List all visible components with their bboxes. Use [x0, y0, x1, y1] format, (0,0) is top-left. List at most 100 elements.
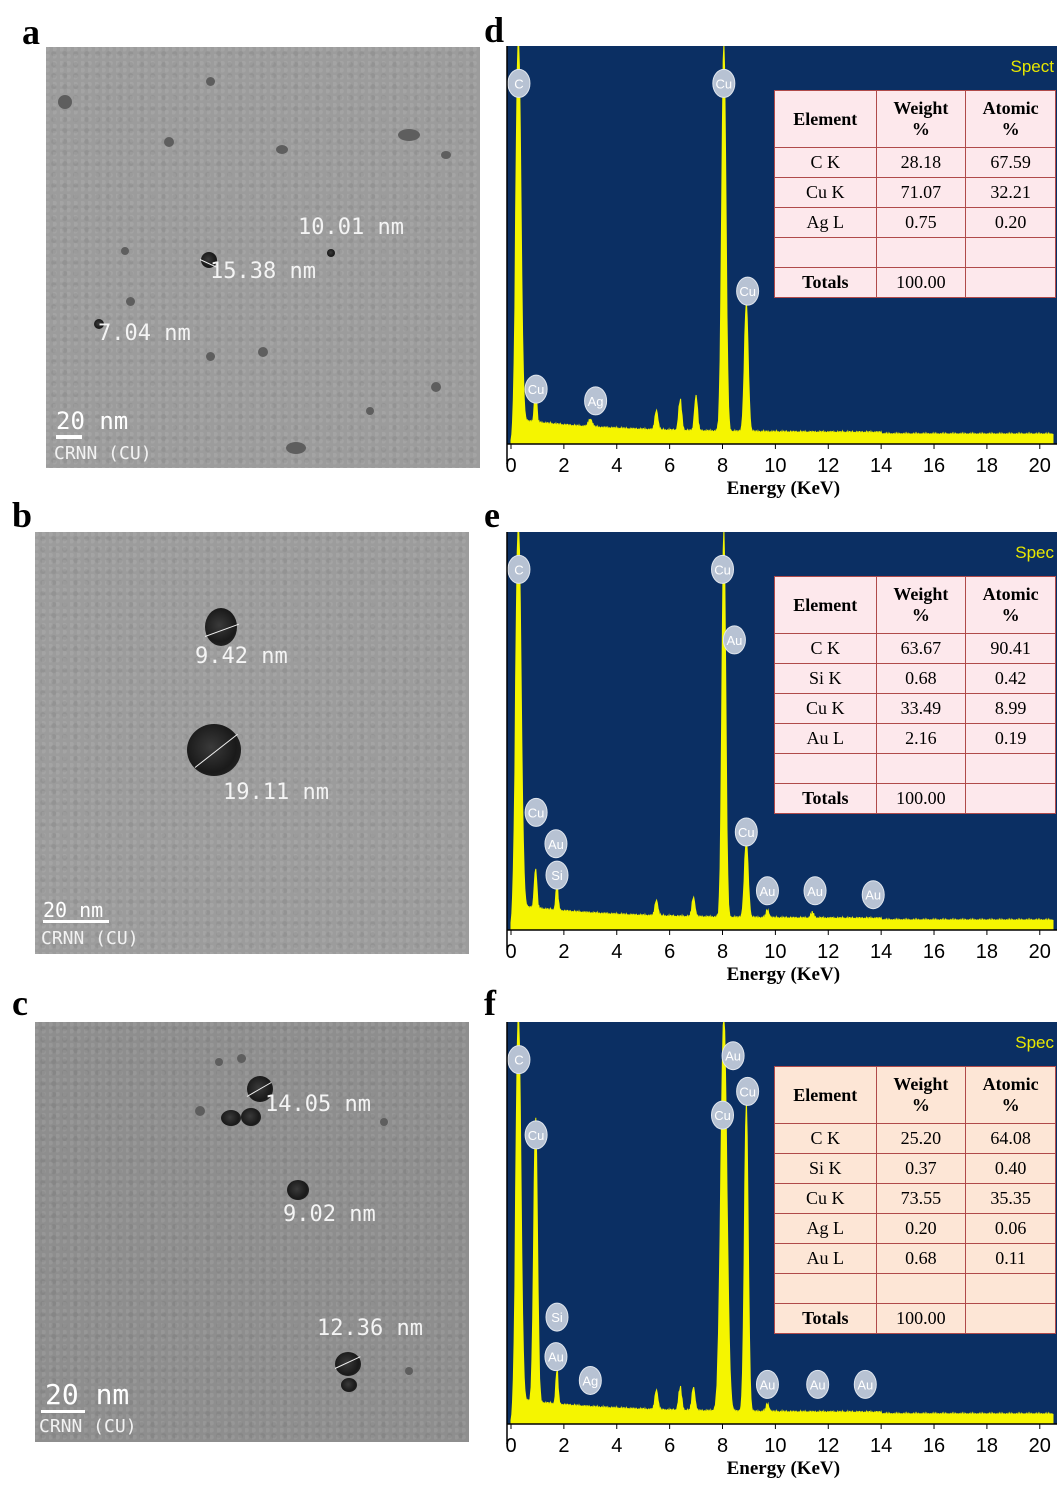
svg-text:Au: Au	[548, 837, 564, 852]
table-cell: Cu K	[774, 177, 877, 208]
particle	[126, 297, 135, 306]
nanoparticle	[241, 1108, 261, 1126]
panel-label-f: f	[484, 983, 496, 1023]
x-tick-label: 14	[870, 1435, 892, 1457]
panel-label-e: e	[484, 495, 500, 535]
x-tick-label: 18	[976, 941, 998, 963]
table-cell: C K	[774, 147, 877, 178]
table-cell	[875, 753, 967, 784]
nanoparticle	[341, 1378, 357, 1392]
table-header-cell: Weight%	[875, 576, 967, 634]
svg-text:Si: Si	[551, 1310, 563, 1325]
particle	[380, 1118, 388, 1126]
x-tick-label: 2	[558, 941, 569, 963]
element-label: Ag	[584, 386, 608, 416]
spectrum-title: Spec	[1015, 1033, 1054, 1052]
particle	[431, 382, 441, 392]
table-cell	[965, 1273, 1056, 1304]
table-row: Au L 2.16 0.19	[774, 723, 1056, 754]
particle	[58, 95, 72, 109]
svg-text:C: C	[514, 76, 523, 91]
element-label: C	[507, 68, 531, 98]
nanoparticle	[187, 724, 241, 776]
svg-text:Cu: Cu	[528, 382, 545, 397]
table-cell	[965, 753, 1056, 784]
table-cell	[774, 1273, 877, 1304]
table-cell	[965, 783, 1056, 814]
element-label: Au	[722, 625, 746, 655]
particle	[215, 1058, 223, 1066]
particle	[398, 129, 420, 141]
x-tick-label: 10	[764, 941, 786, 963]
element-label: Au	[803, 876, 827, 906]
table-cell: 64.08	[965, 1123, 1056, 1154]
x-tick-label: 12	[817, 1435, 839, 1457]
table-cell: Ag L	[774, 207, 877, 238]
element-label: Cu	[711, 1100, 735, 1130]
table-cell: 0.42	[965, 663, 1056, 694]
element-label: Au	[721, 1041, 745, 1071]
element-label: Cu	[734, 817, 758, 847]
svg-text:Au: Au	[548, 1350, 564, 1365]
panel-label-a: a	[22, 12, 40, 52]
x-tick-label: 12	[817, 941, 839, 963]
panel-label-b: b	[12, 495, 33, 535]
element-label: Ag	[578, 1365, 602, 1395]
particle	[195, 1106, 205, 1116]
tem-image-a: 10.01 nm 15.38 nm 7.04 nm 20 nm CRNN (CU…	[46, 47, 480, 468]
table-row: Ag L 0.75 0.20	[774, 207, 1056, 238]
table-header-cell: Weight%	[875, 90, 967, 148]
x-tick-label: 8	[717, 455, 728, 477]
table-row	[774, 237, 1056, 268]
table-totals-row: Totals 100.00	[774, 1303, 1056, 1334]
svg-text:Cu: Cu	[528, 1128, 545, 1143]
table-cell: 0.19	[965, 723, 1056, 754]
table-cell: 33.49	[875, 693, 967, 724]
svg-text:Au: Au	[725, 1049, 741, 1064]
element-label: Au	[806, 1369, 830, 1399]
size-measure-1: 10.01 nm	[298, 215, 404, 240]
table-cell: 0.06	[965, 1213, 1056, 1244]
spectrum-area	[510, 529, 1054, 931]
composition-table-f: Element Weight% Atomic% C K 25.20 64.08 Si K 0.…	[774, 1066, 1056, 1334]
x-tick-label: 16	[923, 941, 945, 963]
x-tick-label: 6	[664, 455, 675, 477]
table-cell: Si K	[774, 663, 877, 694]
x-tick-label: 4	[611, 1435, 622, 1457]
table-cell	[774, 753, 877, 784]
particle	[206, 77, 215, 86]
x-tick-label: 0	[505, 941, 516, 963]
x-tick-label: 2	[558, 1435, 569, 1457]
table-cell: C K	[774, 633, 877, 664]
table-cell: Au L	[774, 723, 877, 754]
table-row	[774, 753, 1056, 784]
x-tick-label: 0	[505, 1435, 516, 1457]
x-axis-label: Energy (KeV)	[727, 964, 840, 985]
particle	[258, 347, 268, 357]
table-cell: 100.00	[875, 1303, 967, 1334]
svg-text:Cu: Cu	[739, 1084, 756, 1099]
x-tick-label: 14	[870, 941, 892, 963]
composition-table-d: Element Weight% Atomic% C K 28.18 67.59 Cu K 71…	[774, 90, 1056, 298]
nanoparticle	[201, 252, 217, 268]
table-cell: 0.37	[875, 1153, 967, 1184]
panel-label-c: c	[12, 983, 28, 1023]
table-header-cell: Atomic%	[965, 90, 1056, 148]
element-label: Au	[853, 1369, 877, 1399]
table-cell	[965, 237, 1056, 268]
spectrum-title: Spect	[1011, 57, 1055, 76]
svg-text:Ag: Ag	[582, 1373, 598, 1388]
svg-text:Au: Au	[865, 888, 881, 903]
table-header-cell: Element	[774, 1066, 877, 1124]
x-tick-label: 12	[817, 455, 839, 477]
x-tick-label: 16	[923, 1435, 945, 1457]
table-row: Si K 0.37 0.40	[774, 1153, 1056, 1184]
table-cell: 28.18	[875, 147, 967, 178]
svg-text:Cu: Cu	[739, 284, 756, 299]
particle	[366, 407, 374, 415]
microscope-label: CRNN (CU)	[41, 928, 139, 949]
table-cell: 63.67	[875, 633, 967, 664]
table-cell: 0.11	[965, 1243, 1056, 1274]
table-header-cell: Atomic%	[965, 576, 1056, 634]
size-measure-2: 19.11 nm	[223, 780, 329, 805]
